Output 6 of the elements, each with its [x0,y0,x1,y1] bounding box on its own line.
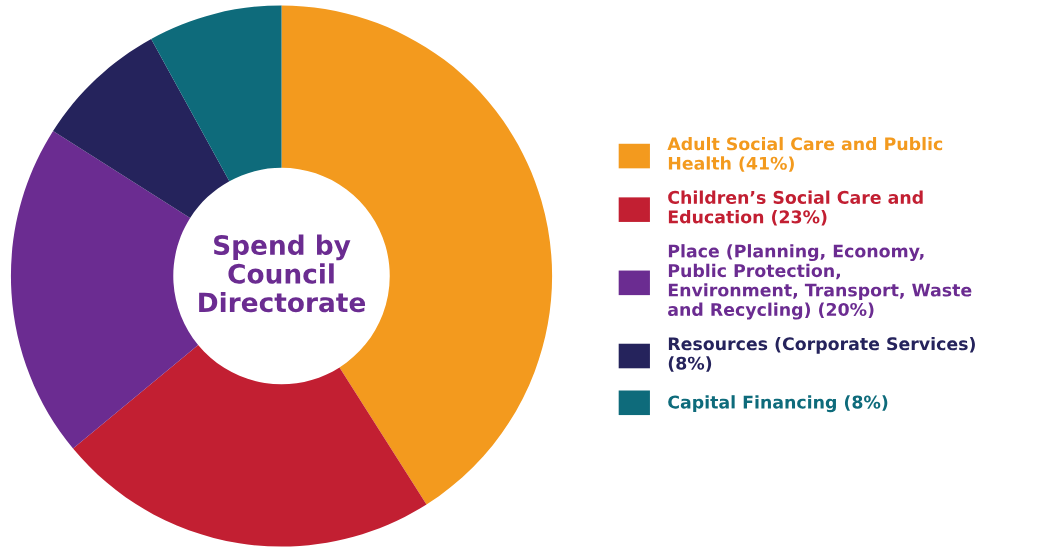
legend-label: Resources (Corporate Services) (8%) [668,336,975,372]
legend-label: Capital Financing (8%) [668,395,888,413]
legend-label: Adult Social Care and Public Health (41%) [667,136,943,172]
legend-label: Place (Planning, Economy, Public Protection, Environment, Transport, Waste and Recycling) (20%) [668,244,972,320]
legend-label: Children’s Social Care and Education (23%) [668,190,923,226]
text: Spend by Council Directorate [199,234,366,313]
